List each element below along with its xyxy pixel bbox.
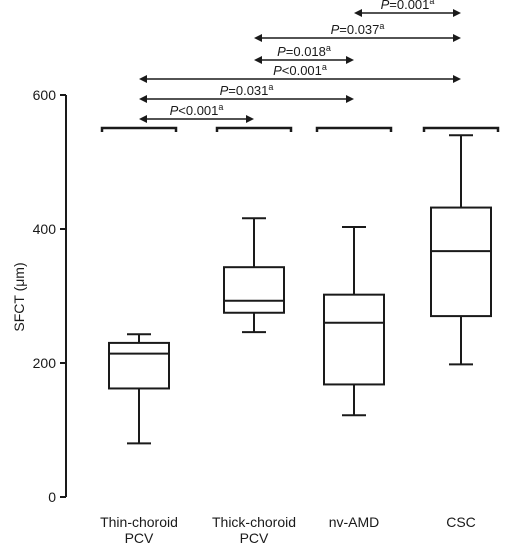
arrowhead-left [254, 34, 262, 42]
iqr-box [323, 293, 385, 386]
iqr-box [430, 206, 492, 318]
arrowhead-left [139, 95, 147, 103]
x-tick-label: Thin-choroid PCV [100, 514, 178, 546]
iqr-box [223, 266, 285, 314]
p-value-label: P=0.018a [277, 43, 331, 59]
x-tick-label: nv-AMD [329, 514, 380, 530]
x-tick-labels: Thin-choroid PCV Thick-choroid PCV nv-AMD CSC [100, 514, 476, 546]
arrowhead-right [346, 56, 354, 64]
group-bracket-0 [100, 126, 178, 132]
box-3 [430, 134, 492, 366]
p-value-label: P<0.001a [170, 102, 224, 118]
comparison-2: P=0.018a [254, 43, 354, 64]
arrowhead-left [254, 56, 262, 64]
group-brackets [100, 126, 500, 132]
group-bracket-3 [422, 126, 500, 132]
arrowhead-right [453, 75, 461, 83]
arrowhead-right [246, 115, 254, 123]
box-1 [223, 217, 285, 334]
arrowhead-left [139, 75, 147, 83]
arrowhead-right [346, 95, 354, 103]
y-axis-label: SFCT (μm) [11, 262, 27, 331]
box-2 [323, 225, 385, 417]
p-value-label: P=0.001a [381, 0, 435, 12]
arrowhead-right [453, 34, 461, 42]
group-bracket-1 [215, 126, 293, 132]
p-value-label: P=0.031a [220, 82, 274, 98]
x-tick-label: Thick-choroid PCV [212, 514, 296, 546]
boxes [108, 134, 492, 445]
y-tick-label: 400 [33, 221, 57, 237]
comparison-1: P=0.037a [254, 21, 461, 42]
comparison-4: P=0.031a [139, 82, 354, 103]
arrowhead-left [139, 115, 147, 123]
y-tick-label: 200 [33, 355, 57, 371]
x-tick-label: CSC [446, 514, 476, 530]
axes: 0 200 400 600 [33, 87, 67, 505]
p-value-label: P<0.001a [273, 62, 327, 78]
arrowhead-right [453, 9, 461, 17]
comparison-3: P<0.001a [139, 62, 461, 83]
y-tick-label: 0 [48, 489, 56, 505]
comparison-5: P<0.001a [139, 102, 254, 123]
arrowhead-left [354, 9, 362, 17]
y-tick-label: 600 [33, 87, 57, 103]
p-value-label: P=0.037a [331, 21, 385, 37]
group-bracket-2 [315, 126, 393, 132]
box-0 [108, 333, 170, 445]
iqr-box [108, 341, 170, 390]
comparison-0: P=0.001a [354, 0, 461, 17]
